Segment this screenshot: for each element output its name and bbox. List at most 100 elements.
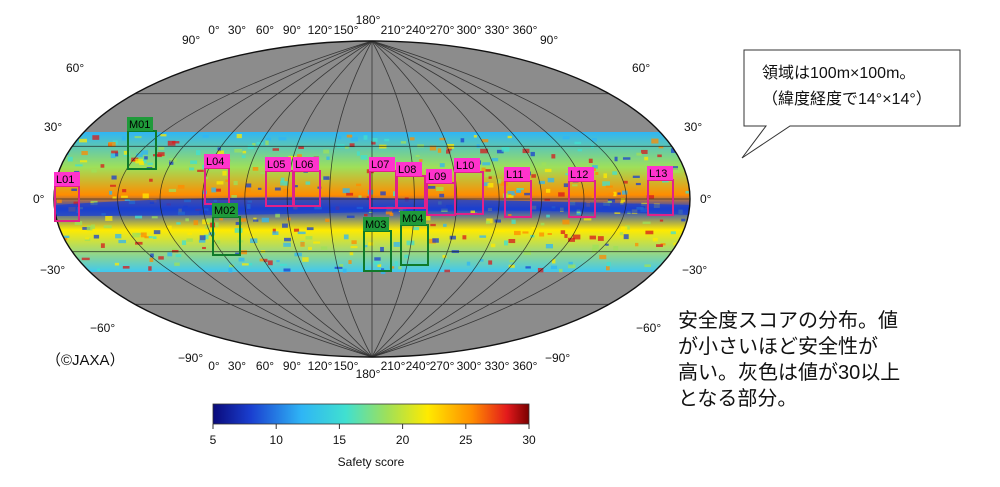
score-speckle [572,234,581,240]
score-speckle [606,262,611,267]
score-speckle [646,195,655,199]
score-speckle [504,240,509,246]
site-l13: L13 [647,166,674,216]
score-speckle [606,265,610,271]
site-label: L11 [506,169,524,181]
score-speckle [481,139,489,143]
score-speckle [694,164,699,167]
score-speckle [283,242,291,247]
score-speckle [545,188,551,193]
callout-bubble [741,49,961,159]
score-speckle [222,170,227,176]
score-speckle [176,222,181,225]
score-speckle [547,232,552,235]
score-speckle [547,177,555,183]
site-label-bg [293,157,319,171]
score-speckle [685,190,690,194]
score-speckle [84,237,90,240]
score-speckle [350,246,358,249]
score-speckle [625,225,630,230]
score-speckle [202,246,206,250]
score-speckle [644,156,649,161]
site-label: L09 [428,171,446,183]
score-speckle [374,257,381,261]
lat-label-right: 0° [700,192,712,206]
score-speckle [530,151,535,157]
score-speckle [589,235,596,240]
score-speckle [320,246,328,250]
score-speckle [412,226,420,231]
lon-label-bottom: 150° [334,359,359,373]
latitude-labels-right: 60° 30° 0° −30° −60° [632,61,712,335]
score-speckle [670,231,676,235]
site-label: L01 [56,174,74,186]
score-speckle [300,241,305,247]
score-speckle [297,231,306,235]
score-speckle [214,222,219,228]
score-speckle [560,230,566,235]
lat-label-left: 30° [44,120,62,134]
score-speckle [508,238,516,244]
map-globe [54,41,699,357]
score-speckle [644,264,651,267]
score-speckle [205,225,210,230]
score-speckle [177,184,185,189]
score-speckle [635,242,639,247]
site-label-bg [54,172,80,186]
score-speckle [558,192,565,197]
score-speckle [323,176,330,180]
score-speckle [343,234,349,240]
score-speckle [185,218,189,222]
score-speckle [167,140,176,146]
score-speckle [351,240,357,245]
score-speckle [565,173,570,176]
score-speckle [326,156,330,160]
score-speckle [121,195,128,198]
score-speckle [246,263,253,266]
score-speckle [577,149,583,152]
score-speckle [123,150,130,155]
score-speckle [261,217,269,223]
score-speckle [682,158,688,163]
meridian-line [371,41,458,357]
score-speckle [144,236,150,239]
lon-label-bottom: 180° [356,367,381,381]
score-speckle [563,183,570,188]
score-speckle [487,183,494,188]
score-speckle [204,234,209,240]
score-speckle [252,167,259,171]
score-speckle [148,236,153,239]
lon-label-bottom: 210° [381,359,406,373]
score-speckle [404,254,409,259]
score-speckle [313,241,321,244]
score-speckle [111,150,118,154]
score-speckle [513,230,521,236]
site-label: M04 [402,213,423,225]
lat-label-right: −30° [682,263,707,277]
score-speckle [377,264,382,268]
caption-line-4: となる部分。 [678,388,798,410]
caption-line-1: 安全度スコアの分布。値 [678,310,898,332]
score-speckle [511,193,516,196]
site-l07: L07 [369,157,397,209]
site-label-bg [212,203,238,217]
meridian-line [371,41,585,357]
score-speckle [150,253,154,258]
lon-label-bottom: 330° [485,359,510,373]
score-speckle [544,198,551,201]
score-speckle [568,264,576,269]
score-speckle [157,152,165,157]
score-speckle [651,138,659,144]
score-speckle [466,261,471,266]
score-speckle [373,261,380,265]
score-speckle [427,238,436,244]
lon-label-top: 360° [513,23,538,37]
score-speckle [216,181,224,185]
lon-label-top: 300° [457,23,482,37]
lon-label-bottom: 270° [430,359,455,373]
score-speckle [439,163,445,168]
score-speckle [225,179,230,183]
score-speckle [160,134,167,137]
site-label: L13 [649,168,667,180]
score-speckle [297,154,302,157]
